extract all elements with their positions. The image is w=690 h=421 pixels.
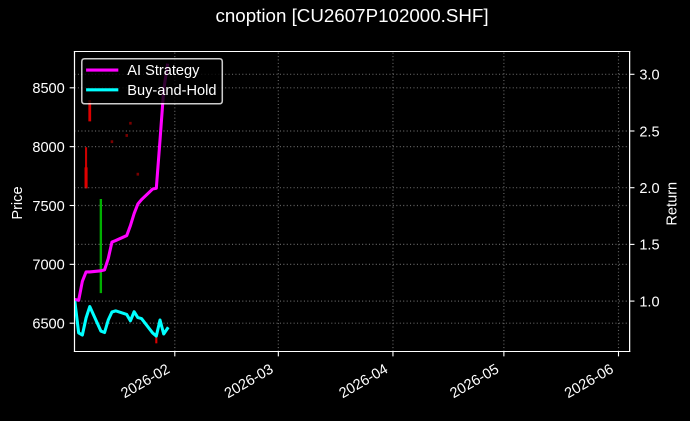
svg-text:1.5: 1.5 xyxy=(639,238,659,254)
svg-text:AI Strategy: AI Strategy xyxy=(127,63,200,79)
svg-text:6500: 6500 xyxy=(32,316,64,332)
svg-text:Price: Price xyxy=(10,186,26,219)
svg-text:7000: 7000 xyxy=(32,258,64,274)
svg-text:2.0: 2.0 xyxy=(639,181,659,197)
svg-text:7500: 7500 xyxy=(32,199,64,215)
svg-text:2.5: 2.5 xyxy=(639,124,659,140)
svg-text:3.0: 3.0 xyxy=(639,68,659,84)
svg-text:cnoption [CU2607P102000.SHF]: cnoption [CU2607P102000.SHF] xyxy=(216,5,489,26)
svg-text:1.0: 1.0 xyxy=(639,294,659,310)
svg-text:8500: 8500 xyxy=(32,81,64,97)
svg-text:Return: Return xyxy=(665,182,681,226)
svg-text:Buy-and-Hold: Buy-and-Hold xyxy=(127,83,216,99)
svg-text:8000: 8000 xyxy=(32,140,64,156)
